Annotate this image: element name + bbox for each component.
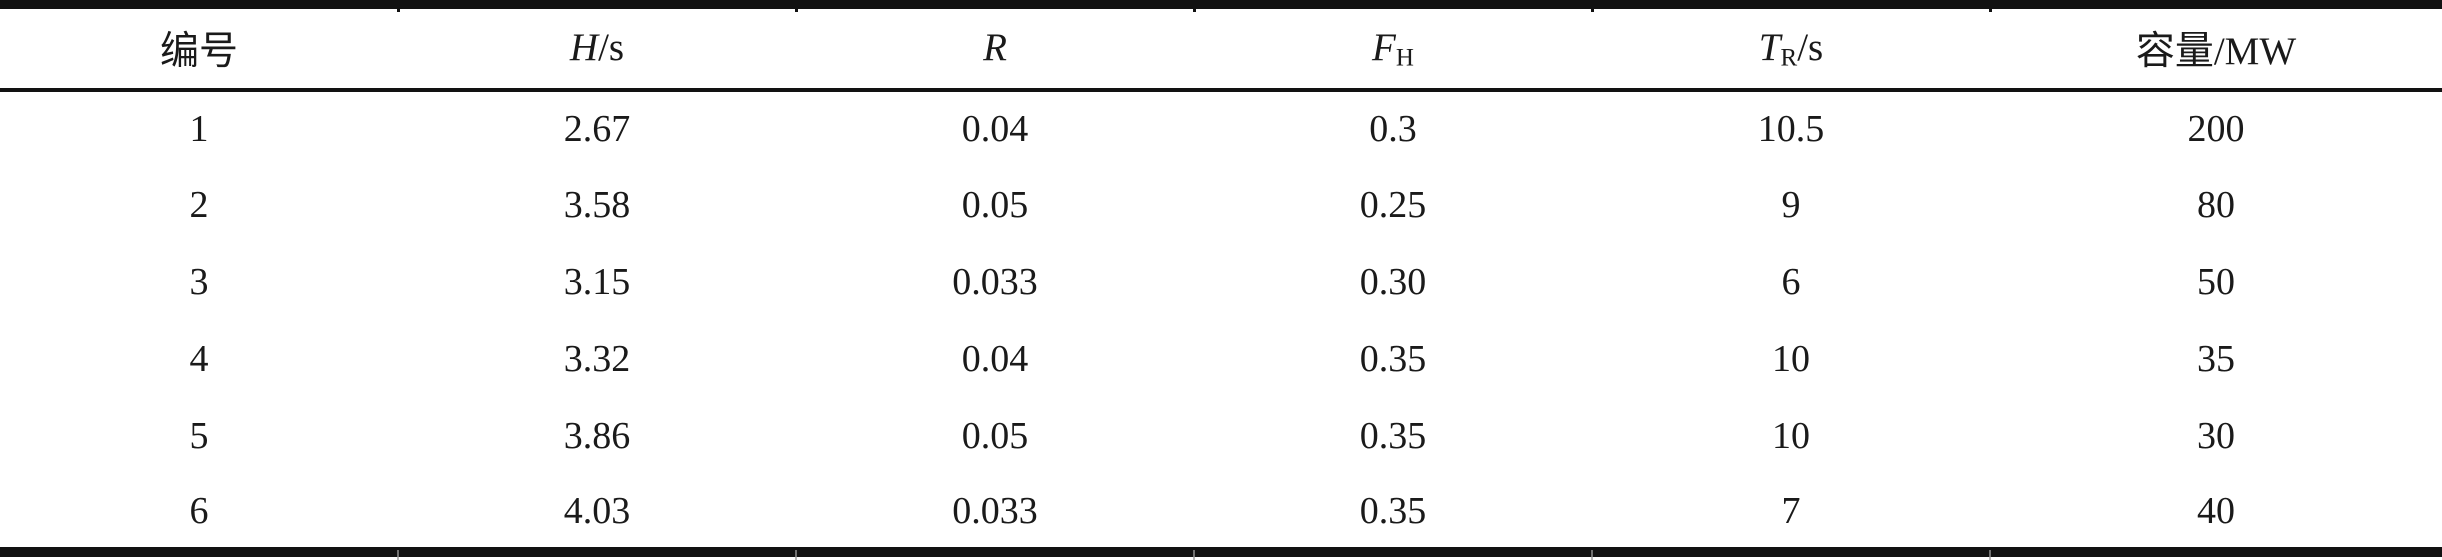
col-header-id: 编号 bbox=[0, 0, 398, 92]
col-header-h: H/s bbox=[398, 0, 796, 92]
header-text: T bbox=[1758, 25, 1781, 69]
column-boundary-tick bbox=[1989, 0, 1992, 12]
header-text: H bbox=[569, 25, 599, 69]
table-cell: 0.3 bbox=[1369, 108, 1417, 151]
column-boundary-tick bbox=[1193, 0, 1196, 12]
header-suffix: /MW bbox=[2213, 30, 2297, 73]
table-cell: 6 bbox=[1781, 261, 1801, 304]
table-cell: 3.15 bbox=[563, 261, 631, 304]
table-cell: 0.25 bbox=[1359, 184, 1427, 227]
header-suffix: /s bbox=[598, 25, 625, 69]
col-header-capacity: 容量/MW bbox=[1990, 0, 2442, 92]
header-text: F bbox=[1372, 25, 1396, 69]
table-cell: 3.86 bbox=[563, 415, 631, 458]
table-cell: 2 bbox=[189, 184, 209, 227]
column-boundary-seam bbox=[1193, 550, 1195, 560]
table-cell: 3.32 bbox=[563, 338, 631, 381]
header-suffix: /s bbox=[1797, 25, 1824, 69]
table-cell: 10 bbox=[1772, 338, 1810, 381]
table-cell: 5 bbox=[189, 415, 209, 458]
col-header-r: R bbox=[796, 0, 1194, 92]
table-cell: 3 bbox=[189, 261, 209, 304]
column-boundary-tick bbox=[795, 0, 798, 12]
table-cell: 0.033 bbox=[796, 474, 1194, 558]
table-row: 5 3.86 0.05 0.35 10 30 bbox=[0, 398, 2442, 475]
table-row: 1 2.67 0.04 0.3 10.5 200 bbox=[0, 90, 2442, 167]
header-subscript: H bbox=[1395, 44, 1414, 71]
table-cell: 0.05 bbox=[961, 184, 1029, 227]
table-cell: 0.04 bbox=[961, 108, 1029, 151]
table-cell: 1 bbox=[189, 108, 209, 151]
table-header: 编号 H/s R FH TR/s 容量/MW bbox=[0, 0, 2442, 92]
header-text: R bbox=[983, 25, 1007, 69]
table-cell: 0.033 bbox=[952, 261, 1038, 304]
table-cell: 200 bbox=[2187, 108, 2245, 151]
table-cell: 4 bbox=[189, 338, 209, 381]
table-row: 4 3.32 0.04 0.35 10 35 bbox=[0, 321, 2442, 398]
column-boundary-seam bbox=[795, 550, 797, 560]
col-header-tr: TR/s bbox=[1592, 0, 1990, 92]
table-cell: 3.58 bbox=[563, 184, 631, 227]
table-cell: 0.35 bbox=[1359, 415, 1427, 458]
table-cell: 0.05 bbox=[961, 415, 1029, 458]
table-cell: 0.35 bbox=[1359, 338, 1427, 381]
header-text: 编号 bbox=[159, 30, 238, 73]
column-boundary-seam bbox=[397, 550, 399, 560]
table-cell: 10 bbox=[1772, 415, 1810, 458]
header-row: 编号 H/s R FH TR/s 容量/MW bbox=[0, 0, 2442, 92]
table-cell: 7 bbox=[1592, 474, 1990, 558]
column-boundary-tick bbox=[1591, 0, 1594, 12]
header-text: 容量 bbox=[2135, 30, 2214, 73]
table-cell: 35 bbox=[2197, 338, 2235, 381]
table-cell: 6 bbox=[0, 474, 398, 558]
table-row: 2 3.58 0.05 0.25 9 80 bbox=[0, 167, 2442, 244]
table-cell: 2.67 bbox=[563, 108, 631, 151]
column-boundary-seam bbox=[1591, 550, 1593, 560]
table-cell: 40 bbox=[1990, 474, 2442, 558]
table-body: 1 2.67 0.04 0.3 10.5 200 2 3.58 0.05 0.2… bbox=[0, 90, 2442, 558]
table-cell: 9 bbox=[1781, 184, 1801, 227]
table-cell: 0.35 bbox=[1194, 474, 1592, 558]
table-cell: 0.30 bbox=[1359, 261, 1427, 304]
column-boundary-seam bbox=[1989, 550, 1991, 560]
table-row: 3 3.15 0.033 0.30 6 50 bbox=[0, 244, 2442, 321]
table-cell: 10.5 bbox=[1757, 108, 1825, 151]
header-subscript: R bbox=[1780, 44, 1798, 71]
table-cell: 0.04 bbox=[961, 338, 1029, 381]
table-row: 6 4.03 0.033 0.35 7 40 bbox=[0, 474, 2442, 558]
table-cell: 50 bbox=[2197, 261, 2235, 304]
col-header-fh: FH bbox=[1194, 0, 1592, 92]
column-boundary-tick bbox=[397, 0, 400, 12]
table-cell: 80 bbox=[2197, 184, 2235, 227]
table-cell: 30 bbox=[2197, 415, 2235, 458]
table-cell: 4.03 bbox=[398, 474, 796, 558]
